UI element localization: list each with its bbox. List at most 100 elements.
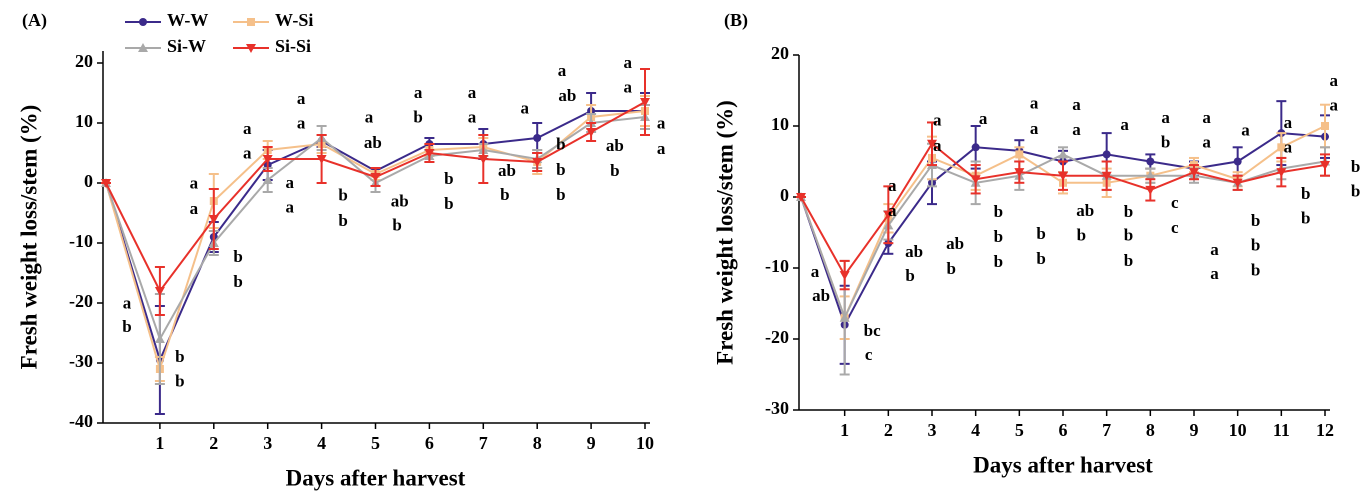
y-tick-label: -20 [69,291,93,311]
point [262,155,273,164]
significance-letter: a [1210,264,1219,283]
point [1321,122,1329,130]
point [101,179,111,188]
point [586,128,597,137]
significance-letter: a [1072,95,1081,114]
point [1101,171,1112,181]
significance-letter: b [1351,182,1360,201]
point [478,155,489,164]
point [1232,178,1243,188]
significance-letter: b [338,186,347,205]
x-tick-label: 1 [155,433,164,453]
x-tick-label: 10 [1229,420,1247,440]
significance-letter: a [979,109,988,128]
significance-letter: b [1036,249,1045,268]
x-tick-label: 2 [884,420,893,440]
point [262,175,273,184]
x-tick-label: 9 [587,433,596,453]
significance-letter: b [413,108,422,127]
panel: -40 -30 -20 -10 0 10 20 1 2 3 4 5 6 7 8 9 10 Days after h… [16,10,666,490]
significance-letter: b [556,160,565,179]
significance-letter: a [811,262,820,281]
y-tick-label: 20 [75,51,93,71]
y-tick-label: 10 [75,111,93,131]
significance-letter: b [556,135,565,154]
x-tick-label: 5 [1015,420,1024,440]
significance-letter: b [556,185,565,204]
significance-letter: b [444,169,453,188]
significance-letter: c [1171,218,1179,237]
significance-letter: b [1301,184,1310,203]
point [533,134,542,142]
point [839,271,850,281]
point [640,98,650,107]
x-tick-label: 7 [479,433,488,453]
significance-letter: a [888,201,897,220]
y-tick-label: -20 [765,327,789,347]
point [1015,150,1024,159]
y-tick-label: 20 [771,43,789,63]
significance-letter: a [468,83,477,102]
legend-marker [139,18,147,26]
x-tick-label: 3 [263,433,272,453]
point [424,149,435,158]
significance-letter: b [1351,157,1360,176]
significance-letter: c [1171,193,1179,212]
significance-letter: a [190,199,199,218]
significance-letter: ab [905,242,923,261]
point [1320,161,1330,171]
significance-letter: a [1241,121,1250,140]
significance-letter: a [468,108,477,127]
significance-letter: a [1161,108,1170,127]
significance-letter: a [888,176,897,195]
point [970,175,981,185]
significance-letter: b [338,211,347,230]
y-tick-label: -30 [69,351,93,371]
point [208,215,219,224]
point [927,139,937,149]
significance-letter: a [1210,240,1219,259]
significance-letter: ab [946,234,964,253]
point [1189,168,1199,178]
point [370,173,381,182]
x-tick-label: 11 [1273,420,1290,440]
legend-label: W-Si [275,10,313,30]
legend-label: Si-Si [275,36,311,56]
point [1145,170,1156,180]
legend-marker [246,44,256,53]
significance-letter: a [624,78,633,97]
significance-letter: b [175,372,184,391]
significance-letter: a [1284,138,1293,157]
x-tick-label: 8 [1146,420,1155,440]
x-tick-label: 7 [1102,420,1111,440]
significance-letter: b [1036,224,1045,243]
y-tick-label: 10 [771,114,789,134]
x-tick-label: 5 [371,433,380,453]
panel-label: (B) [724,10,748,31]
significance-letter: a [1030,119,1039,138]
significance-letter: b [1161,133,1170,152]
significance-letter: a [286,173,295,192]
significance-letter: b [1251,236,1260,255]
point [1146,157,1155,166]
point [316,155,327,164]
significance-letter: b [610,161,619,180]
x-tick-label: 2 [209,433,218,453]
significance-letter: b [122,317,131,336]
point [1276,168,1287,178]
significance-letter: c [865,345,873,364]
significance-letter: a [558,61,567,80]
significance-letter: a [1202,108,1211,127]
x-tick-label: 8 [533,433,542,453]
significance-letter: b [1251,211,1260,230]
point [1233,157,1242,166]
significance-letter: a [243,119,252,138]
x-axis-label: Days after harvest [286,465,466,490]
y-tick-label: -40 [69,411,93,431]
x-axis-label: Days after harvest [973,452,1153,477]
x-tick-label: 6 [1059,420,1068,440]
significance-letter: a [1329,71,1338,90]
legend-marker [247,18,255,26]
